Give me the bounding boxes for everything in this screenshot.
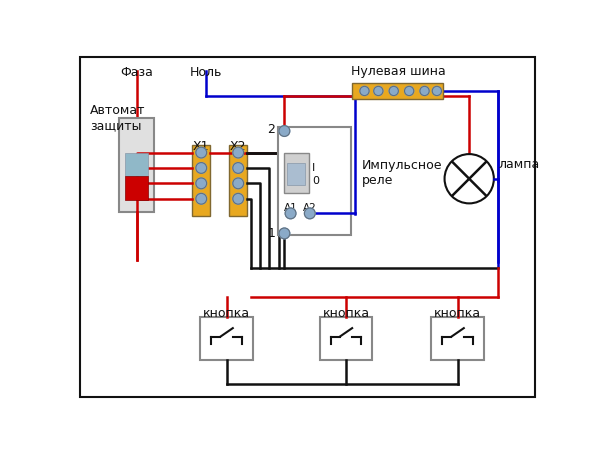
- Circle shape: [233, 147, 244, 158]
- Circle shape: [304, 208, 315, 219]
- Text: Ноль: Ноль: [190, 66, 222, 79]
- Text: A1: A1: [284, 202, 298, 212]
- Text: A2: A2: [303, 202, 317, 212]
- Text: кнопка: кнопка: [203, 306, 250, 320]
- Circle shape: [360, 86, 369, 95]
- Circle shape: [196, 147, 206, 158]
- Text: кнопка: кнопка: [434, 306, 481, 320]
- Circle shape: [196, 194, 206, 204]
- Bar: [229, 145, 247, 216]
- Text: I: I: [312, 163, 316, 173]
- Text: Автомат
защиты: Автомат защиты: [91, 104, 146, 132]
- Text: 2: 2: [267, 123, 275, 136]
- Circle shape: [233, 178, 244, 189]
- Bar: [352, 83, 443, 99]
- Bar: [287, 163, 305, 185]
- Bar: [278, 127, 352, 235]
- Circle shape: [420, 86, 429, 95]
- Bar: [284, 153, 309, 193]
- Bar: [125, 153, 148, 176]
- Text: 1: 1: [267, 227, 275, 240]
- Circle shape: [196, 162, 206, 173]
- Bar: [119, 118, 154, 212]
- Text: X1: X1: [193, 140, 209, 153]
- Text: Импульсное
реле: Импульсное реле: [361, 159, 442, 187]
- Circle shape: [196, 178, 206, 189]
- Circle shape: [279, 228, 290, 239]
- Text: X2: X2: [230, 140, 247, 153]
- Bar: [200, 317, 253, 360]
- Bar: [125, 176, 148, 200]
- Circle shape: [445, 154, 494, 203]
- Circle shape: [432, 86, 442, 95]
- Text: Нулевая шина: Нулевая шина: [351, 65, 446, 78]
- Circle shape: [404, 86, 414, 95]
- Text: лампа: лампа: [499, 158, 540, 171]
- Circle shape: [285, 208, 296, 219]
- Bar: [431, 317, 484, 360]
- Circle shape: [279, 126, 290, 136]
- Circle shape: [233, 194, 244, 204]
- Bar: [320, 317, 372, 360]
- Circle shape: [389, 86, 398, 95]
- Circle shape: [374, 86, 383, 95]
- Text: 0: 0: [312, 176, 319, 186]
- Circle shape: [233, 162, 244, 173]
- Text: Фаза: Фаза: [120, 66, 153, 79]
- Bar: [192, 145, 211, 216]
- Text: кнопка: кнопка: [322, 306, 370, 320]
